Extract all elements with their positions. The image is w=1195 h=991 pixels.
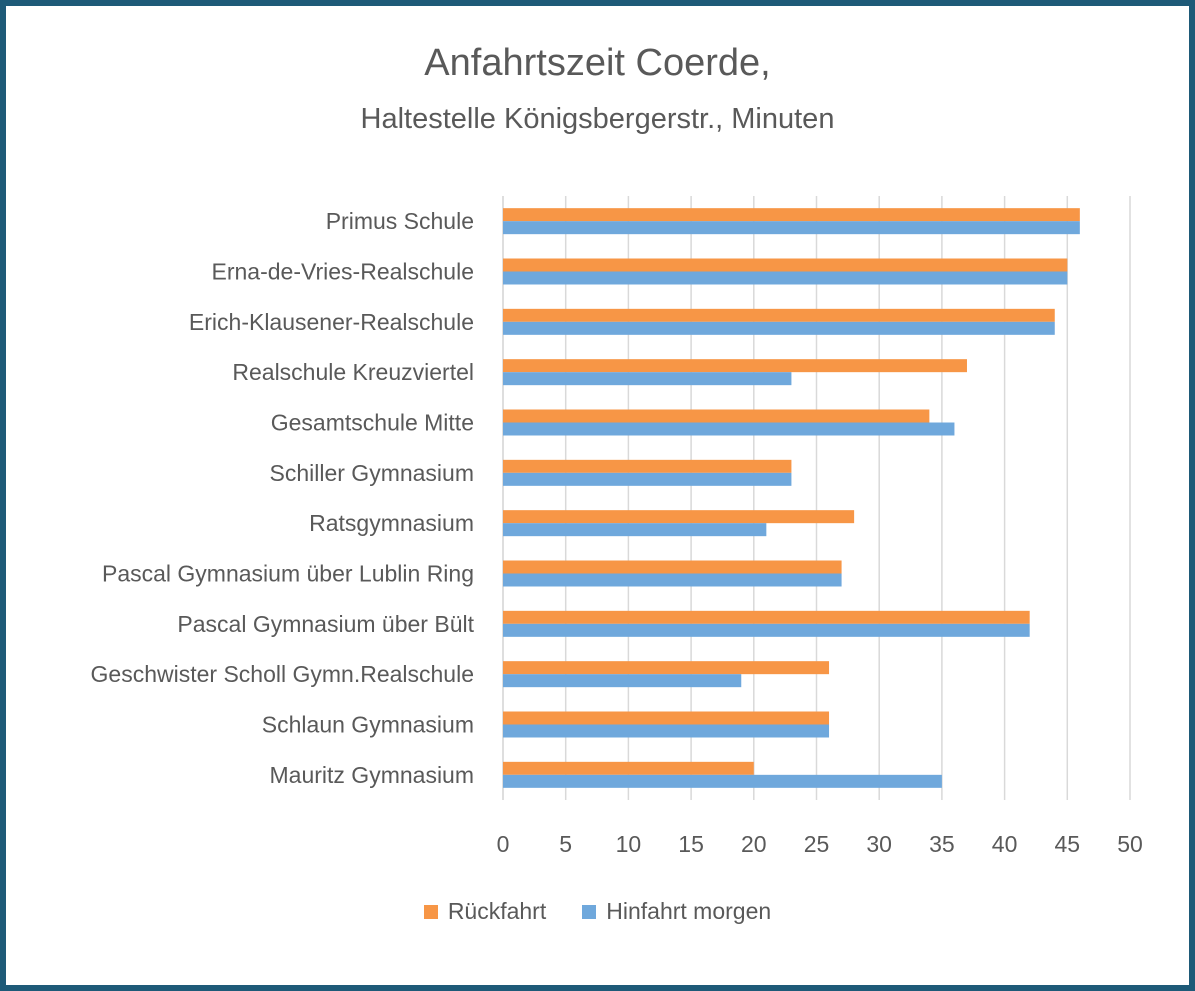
bar-rueckfahrt (503, 459, 792, 473)
bar-rueckfahrt (503, 761, 754, 775)
chart-title: Anfahrtszeit Coerde, (424, 42, 771, 84)
category-label: Gesamtschule Mitte (271, 410, 474, 436)
legend-swatch-hinfahrt (582, 904, 597, 919)
category-label: Erna-de-Vries-Realschule (212, 259, 474, 285)
bar-hinfahrt (503, 774, 942, 788)
bar-hinfahrt (503, 321, 1055, 335)
category-label: Mauritz Gymnasium (270, 762, 474, 788)
bar-hinfahrt (503, 422, 955, 436)
bar-hinfahrt (503, 372, 792, 386)
category-label: Schlaun Gymnasium (262, 712, 474, 738)
chart-subtitle: Haltestelle Königsbergerstr., Minuten (360, 103, 835, 135)
x-tick-label: 10 (616, 831, 642, 857)
bar-hinfahrt (503, 623, 1030, 637)
category-label: Primus Schule (326, 208, 474, 234)
legend: Rückfahrt Hinfahrt morgen (0, 898, 1195, 925)
bar-rueckfahrt (503, 610, 1030, 624)
bar-rueckfahrt (503, 308, 1055, 322)
category-label: Pascal Gymnasium über Lublin Ring (102, 561, 474, 587)
bar-rueckfahrt (503, 661, 830, 675)
bar-rueckfahrt (503, 258, 1068, 272)
legend-label-hinfahrt: Hinfahrt morgen (606, 898, 772, 924)
x-tick-label: 20 (741, 831, 767, 857)
bar-hinfahrt (503, 523, 767, 537)
bar-hinfahrt (503, 221, 1080, 235)
bar-rueckfahrt (503, 711, 830, 725)
bar-hinfahrt (503, 472, 792, 486)
x-tick-label: 5 (559, 831, 572, 857)
x-tick-label: 30 (866, 831, 892, 857)
bar-hinfahrt (503, 674, 742, 688)
bar-rueckfahrt (503, 359, 967, 373)
category-label: Pascal Gymnasium über Bült (177, 611, 474, 637)
x-tick-label: 25 (804, 831, 830, 857)
bar-rueckfahrt (503, 409, 930, 423)
legend-swatch-rueckfahrt (423, 904, 438, 919)
legend-item-hinfahrt: Hinfahrt morgen (582, 898, 771, 925)
category-label: Schiller Gymnasium (270, 460, 475, 486)
bar-hinfahrt (503, 724, 830, 738)
bar-rueckfahrt (503, 560, 842, 574)
legend-label-rueckfahrt: Rückfahrt (447, 898, 547, 924)
category-label: Geschwister Scholl Gymn.Realschule (91, 661, 474, 687)
x-tick-label: 50 (1117, 831, 1143, 857)
x-tick-label: 40 (992, 831, 1018, 857)
bar-rueckfahrt (503, 510, 855, 524)
category-label: Ratsgymnasium (309, 510, 474, 536)
category-label: Erich-Klausener-Realschule (189, 309, 474, 335)
x-tick-label: 0 (497, 831, 510, 857)
bar-hinfahrt (503, 271, 1068, 285)
bar-rueckfahrt (503, 208, 1080, 222)
x-tick-label: 45 (1055, 831, 1081, 857)
category-label: Realschule Kreuzviertel (232, 359, 474, 385)
bar-hinfahrt (503, 573, 842, 587)
x-tick-label: 35 (929, 831, 955, 857)
legend-item-rueckfahrt: Rückfahrt (423, 898, 547, 925)
x-tick-label: 15 (678, 831, 704, 857)
